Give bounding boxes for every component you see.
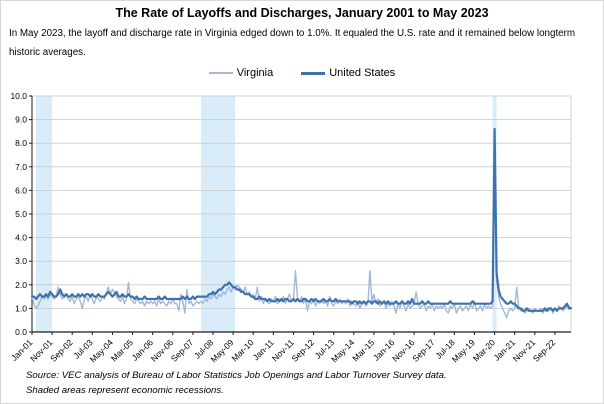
y-tick-label: 4.0 — [15, 233, 27, 243]
virginia-line-swatch — [208, 72, 233, 74]
x-tick-label: Mar-05 — [109, 337, 135, 363]
x-tick-label: Sep-12 — [290, 337, 317, 364]
source-note: Source: VEC analysis of Bureau of Labor … — [26, 368, 593, 399]
legend-label-virginia: Virginia — [236, 67, 274, 79]
chart-subtitle: In May 2023, the layoff and discharge ra… — [9, 28, 576, 59]
chart-legend: Virginia United States — [1, 67, 603, 79]
x-tick-label: Sep-22 — [531, 337, 558, 364]
y-tick-label: 8.0 — [15, 138, 27, 148]
legend-item-united-states: United States — [301, 67, 395, 79]
y-tick-label: 7.0 — [15, 162, 27, 172]
source-line: Source: VEC analysis of Bureau of Labor … — [26, 370, 447, 381]
x-tick-label: May-19 — [450, 337, 477, 364]
legend-item-virginia: Virginia — [208, 67, 274, 79]
y-tick-label: 10.0 — [10, 91, 27, 101]
united-states-line-swatch — [301, 71, 326, 75]
y-tick-label: 6.0 — [15, 185, 27, 195]
x-tick-label: Mar-15 — [350, 337, 376, 363]
us-line — [30, 127, 573, 312]
x-tick-label: May-14 — [329, 337, 356, 364]
recession-note-line: Shaded areas represent economic recessio… — [26, 385, 224, 397]
y-tick-label: 1.0 — [15, 303, 27, 313]
x-tick-label: May-09 — [208, 337, 235, 364]
y-tick-label: 0.0 — [15, 327, 27, 337]
x-tick-label: Mar-20 — [471, 337, 497, 363]
y-tick-label: 5.0 — [15, 209, 27, 219]
x-tick-label: Sep-17 — [410, 337, 437, 364]
chart-canvas: 0.01.02.03.04.05.06.07.08.09.010.0Jan-01… — [9, 91, 573, 364]
virginia-line — [31, 135, 572, 319]
x-tick-label: Sep-02 — [48, 337, 75, 364]
y-tick-label: 9.0 — [15, 115, 27, 125]
x-tick-label: Sep-07 — [169, 337, 196, 364]
y-tick-label: 3.0 — [15, 256, 27, 266]
x-tick-label: Mar-10 — [230, 337, 256, 363]
legend-label-united-states: United States — [329, 67, 396, 79]
y-tick-label: 2.0 — [15, 280, 27, 290]
x-tick-label: May-04 — [88, 337, 115, 364]
chart-title: The Rate of Layoffs and Discharges, Janu… — [115, 6, 489, 20]
